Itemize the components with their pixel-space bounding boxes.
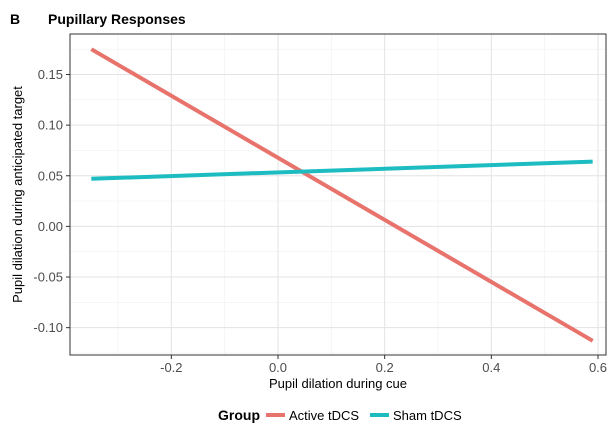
y-tick-label: -0.05 [33, 270, 63, 285]
legend-title: Group [218, 407, 260, 423]
y-tick-label: 0.05 [38, 168, 63, 183]
series-layer [90, 47, 594, 343]
x-tick-label: 0.2 [376, 360, 394, 375]
chart-title: Pupillary Responses [48, 11, 186, 27]
legend-label-active-tdcs: Active tDCS [289, 408, 359, 423]
x-tick-label: 0.6 [589, 360, 607, 375]
y-axis-ticks: -0.10 -0.05 0.00 0.05 0.10 0.15 [33, 67, 70, 335]
x-tick-label: 0.0 [269, 360, 287, 375]
x-axis-ticks: -0.2 0.0 0.2 0.4 0.6 [160, 355, 607, 375]
series-line-sham-tdcs [91, 159, 593, 181]
y-tick-label: 0.15 [38, 67, 63, 82]
panel-letter: B [10, 11, 20, 27]
legend-label-sham-tdcs: Sham tDCS [393, 408, 462, 423]
y-tick-label: 0.10 [38, 118, 63, 133]
y-tick-label: -0.10 [33, 320, 63, 335]
x-tick-label: 0.4 [482, 360, 500, 375]
y-tick-label: 0.00 [38, 219, 63, 234]
legend: Group Active tDCS Sham tDCS [218, 407, 462, 423]
series-line-active-tdcs [90, 47, 594, 343]
y-axis-label: Pupil dilation during anticipated target [10, 86, 25, 303]
plot-border [69, 33, 607, 356]
x-tick-label: -0.2 [160, 360, 182, 375]
x-axis-label: Pupil dilation during cue [269, 376, 407, 391]
